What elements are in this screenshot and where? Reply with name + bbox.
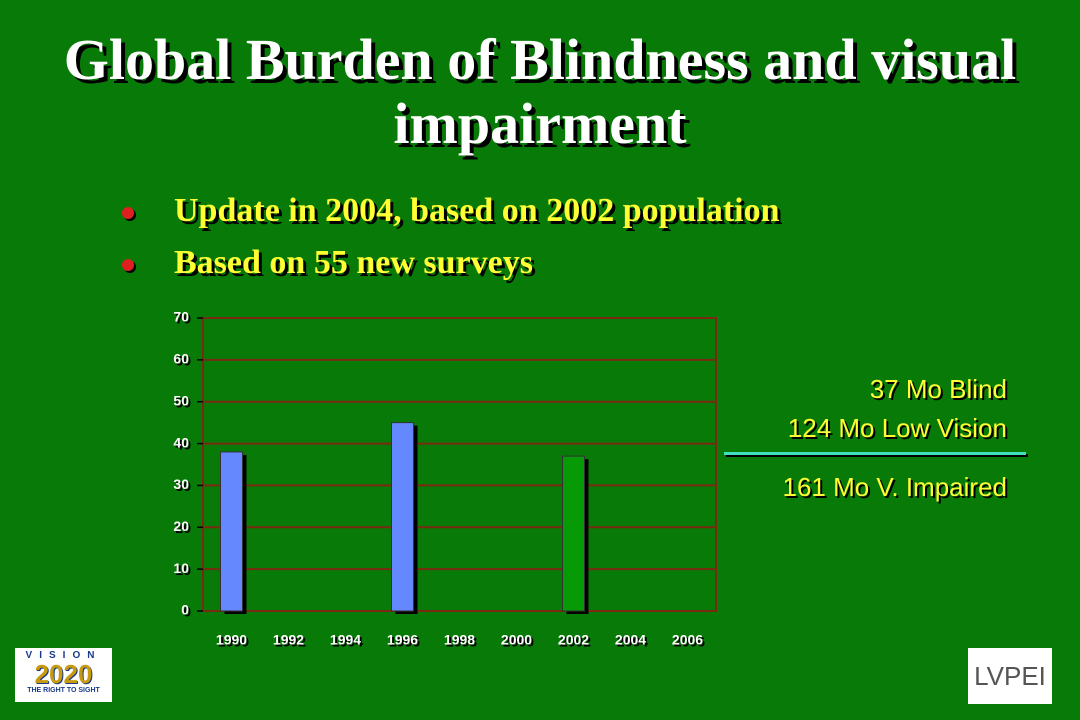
note: 124 Mo Low Vision — [787, 413, 1007, 443]
y-tick-label: 30 — [173, 476, 189, 492]
logo-text: VISION — [25, 650, 102, 661]
bullet: Based on 55 new surveys — [122, 244, 533, 282]
y-tick-label: 50 — [173, 392, 189, 408]
slide-title: Global Burden of Blindness and visual im… — [63, 27, 1017, 156]
vision2020-logo: VISION 2020 THE RIGHT TO SIGHT — [15, 648, 112, 702]
lvpei-logo: LVPEI — [968, 648, 1052, 704]
x-tick-label: 1992 — [273, 632, 304, 648]
x-tick-label: 1994 — [330, 632, 361, 648]
logo-text: 2020 — [34, 659, 93, 689]
bar — [220, 451, 243, 612]
bullet: Update in 2004, based on 2002 population — [122, 192, 780, 230]
x-tick-label: 2002 — [558, 632, 589, 648]
x-tick-label: 2000 — [501, 632, 532, 648]
y-tick-label: 70 — [173, 309, 189, 325]
x-tick-label: 2004 — [615, 632, 646, 648]
y-tick-label: 40 — [173, 434, 189, 450]
bullet-dot — [122, 259, 134, 272]
y-tick-label: 20 — [173, 518, 189, 534]
bullet-text: Based on 55 new surveys — [174, 244, 533, 281]
bullet-text: Update in 2004, based on 2002 population — [174, 192, 780, 229]
x-tick-label: 1990 — [216, 632, 247, 648]
note: 161 Mo V. Impaired — [782, 472, 1007, 502]
logo-text: LVPEI — [974, 660, 1046, 691]
plot-frame — [202, 317, 717, 612]
x-tick-label: 1996 — [387, 632, 418, 648]
y-tick-label: 0 — [181, 602, 189, 618]
note: 37 Mo Blind — [869, 374, 1007, 404]
y-tick-label: 60 — [173, 351, 189, 367]
bar — [562, 455, 585, 612]
x-tick-label: 2006 — [672, 632, 703, 648]
sum-rule — [724, 452, 1026, 455]
bullet-dot — [122, 207, 134, 220]
y-tick-label: 10 — [173, 560, 189, 576]
logo-text: THE RIGHT TO SIGHT — [27, 687, 100, 694]
x-tick-label: 1998 — [444, 632, 475, 648]
bar — [391, 422, 414, 612]
